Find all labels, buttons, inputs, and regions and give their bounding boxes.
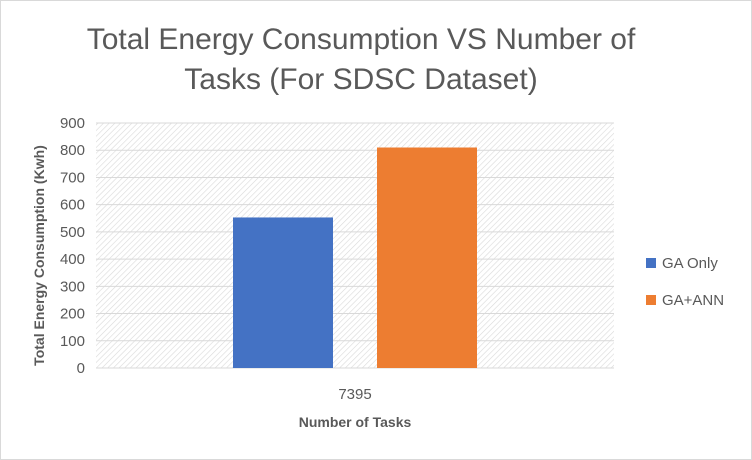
- y-tick-label: 400: [60, 251, 85, 268]
- legend-item-ga-ann: GA+ANN: [646, 289, 724, 311]
- y-tick-label: 100: [60, 333, 85, 350]
- y-tick-label: 800: [60, 142, 85, 159]
- y-tick-label: 600: [60, 197, 85, 214]
- chart-title-line-1: Total Energy Consumption VS Number of: [86, 23, 636, 56]
- chart-title-line-2: Tasks (For SDSC Dataset): [184, 63, 538, 96]
- bar-ga-ann: [377, 147, 477, 368]
- y-tick-label: 700: [60, 169, 85, 186]
- y-tick-labels: 0 100 200 300 400 500 600 700 800 900: [60, 115, 85, 377]
- bars: [233, 147, 477, 368]
- legend-label-ga-ann: GA+ANN: [662, 291, 725, 309]
- x-tick-label: 7395: [338, 386, 371, 403]
- y-tick-label: 900: [60, 115, 85, 132]
- legend-swatch-ga-only: [646, 258, 656, 268]
- x-tick-labels: 7395: [338, 386, 371, 403]
- bar-ga-only: [233, 217, 333, 368]
- legend: GA Only GA+ANN: [646, 252, 724, 326]
- y-tick-label: 300: [60, 278, 85, 295]
- plot-area: [96, 123, 614, 368]
- gridlines: [96, 122, 614, 369]
- y-axis-label: Total Energy Consumption (Kwh): [31, 145, 47, 366]
- y-tick-label: 200: [60, 306, 85, 323]
- legend-label-ga-only: GA Only: [662, 254, 718, 272]
- legend-item-ga-only: GA Only: [646, 252, 724, 274]
- x-axis-label: Number of Tasks: [299, 414, 412, 430]
- y-tick-label: 0: [77, 360, 85, 377]
- y-tick-label: 500: [60, 224, 85, 241]
- legend-swatch-ga-ann: [646, 295, 656, 305]
